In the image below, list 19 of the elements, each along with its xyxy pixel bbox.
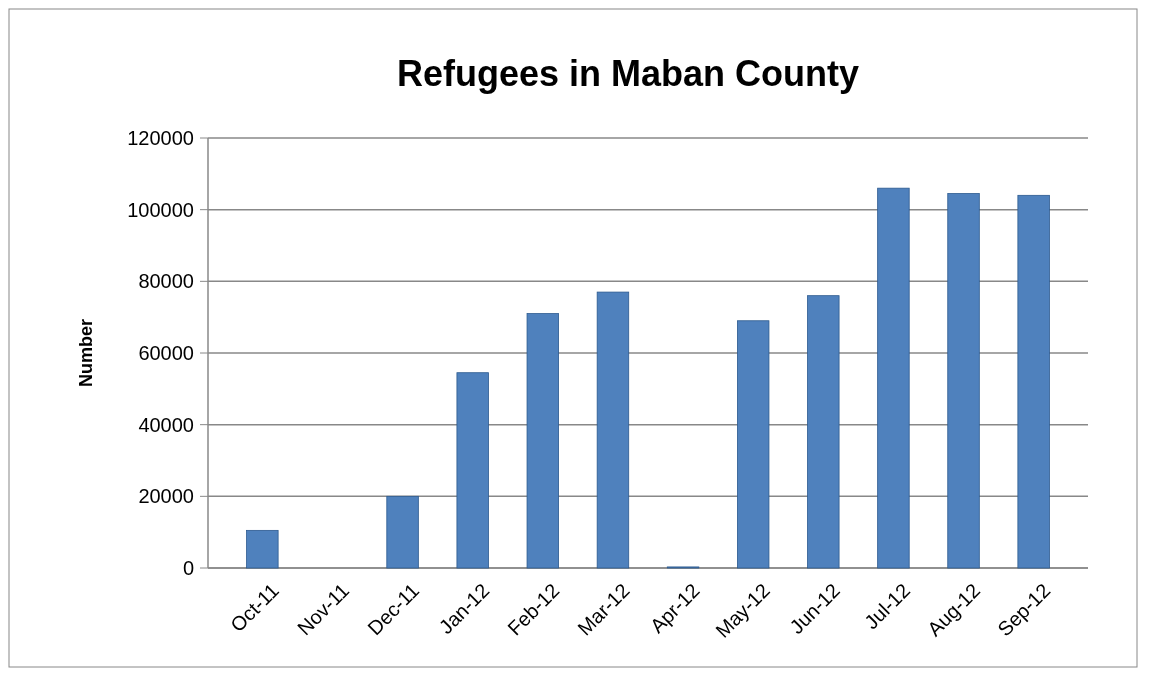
bar (877, 187, 910, 569)
bar (737, 320, 770, 569)
bar (1017, 194, 1050, 569)
bar (246, 529, 279, 569)
bar (526, 313, 559, 569)
y-tick-label: 40000 (138, 413, 194, 436)
y-tick-label: 100000 (127, 198, 194, 221)
y-tick-label: 120000 (127, 127, 194, 149)
bar (596, 291, 630, 569)
bar (456, 372, 489, 569)
y-tick-label: 60000 (138, 342, 194, 364)
chart-title: Refugees in Maban County (396, 53, 860, 94)
bar (807, 295, 840, 569)
y-tick-label: 0 (182, 557, 194, 579)
y-tick-label: 20000 (138, 485, 194, 508)
bar (947, 193, 980, 569)
y-axis-title: Number (76, 318, 96, 388)
y-tick-label: 80000 (138, 270, 194, 293)
bar (386, 495, 419, 569)
